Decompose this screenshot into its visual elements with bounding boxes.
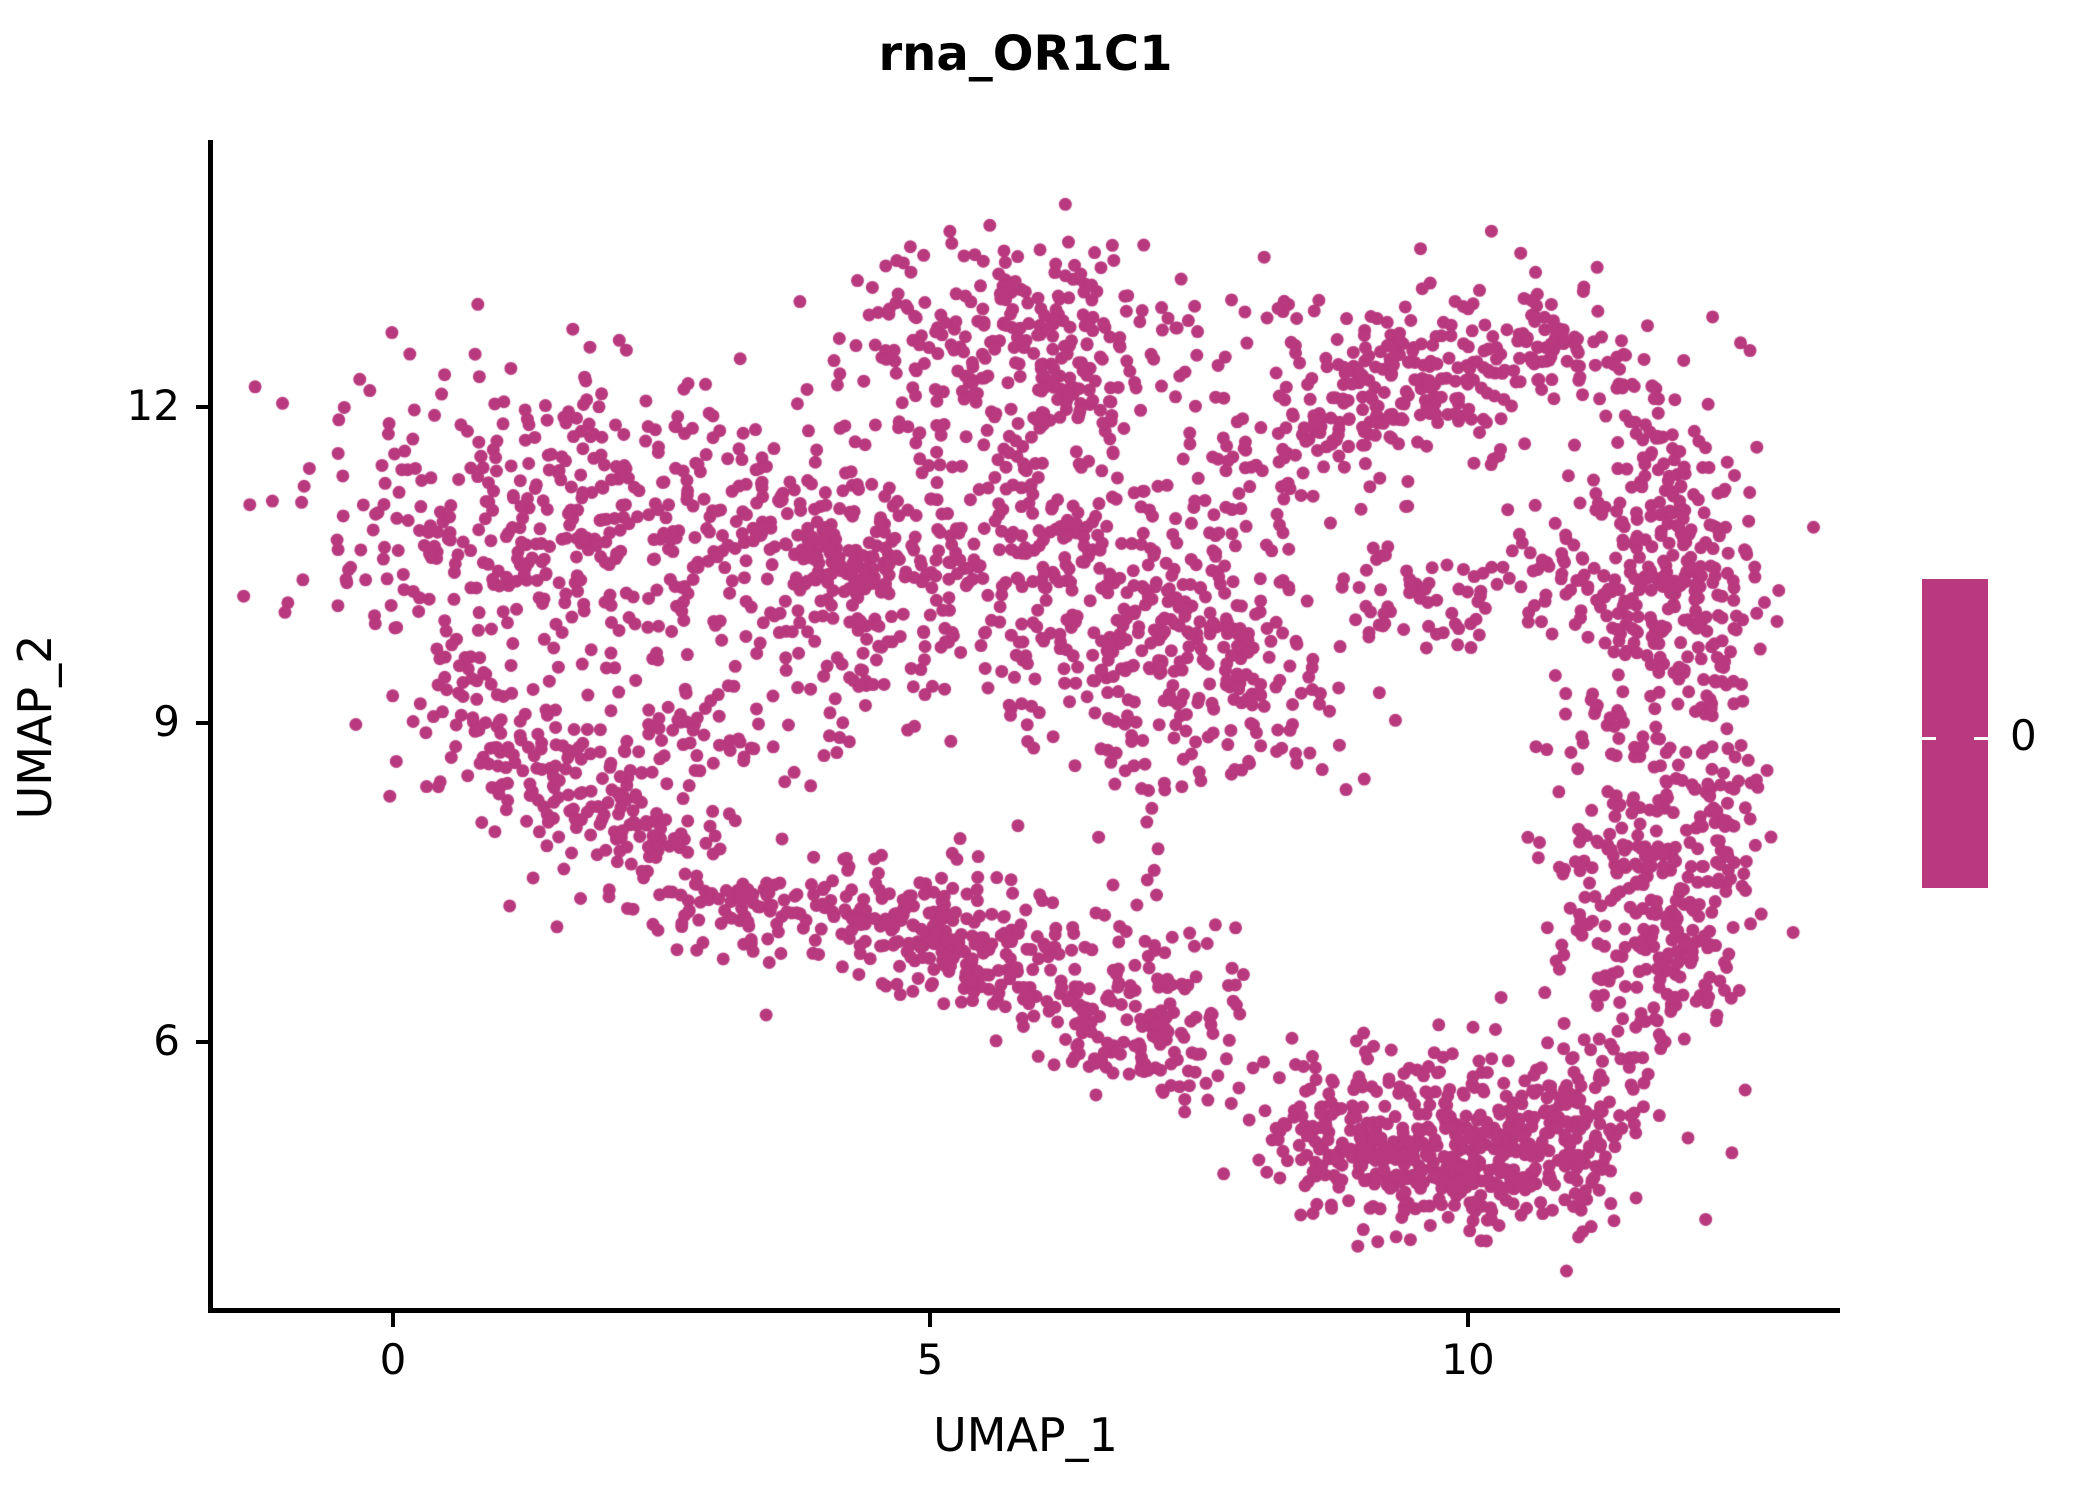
- plot-area: [211, 140, 1840, 1310]
- y-tick-label-12: 12: [126, 381, 180, 430]
- x-tick-mark-0: [391, 1313, 395, 1327]
- colorbar-gradient: [1922, 579, 1988, 888]
- x-axis-spine: [208, 1308, 1840, 1313]
- colorbar: [1922, 579, 1988, 888]
- y-axis-spine: [208, 140, 213, 1313]
- y-tick-mark-9: [196, 721, 210, 725]
- x-tick-mark-5: [928, 1313, 932, 1327]
- x-tick-label-10: 10: [1441, 1335, 1495, 1384]
- y-tick-label-6: 6: [153, 1016, 180, 1065]
- page-title: rna_OR1C1: [878, 26, 1173, 82]
- y-tick-label-9: 9: [153, 697, 180, 746]
- colorbar-tick-mark-left: [1922, 737, 1936, 740]
- x-tick-mark-10: [1466, 1313, 1470, 1327]
- y-axis-label: UMAP_2: [8, 634, 62, 820]
- colorbar-tick-label-0: 0: [2010, 711, 2037, 760]
- x-tick-label-5: 5: [916, 1335, 944, 1384]
- y-tick-mark-6: [196, 1040, 210, 1044]
- x-axis-label: UMAP_1: [933, 1408, 1118, 1462]
- colorbar-tick-mark-right: [1974, 737, 1988, 740]
- x-tick-label-0: 0: [379, 1335, 407, 1384]
- y-tick-mark-12: [196, 405, 210, 409]
- scatter-points: [211, 140, 1840, 1310]
